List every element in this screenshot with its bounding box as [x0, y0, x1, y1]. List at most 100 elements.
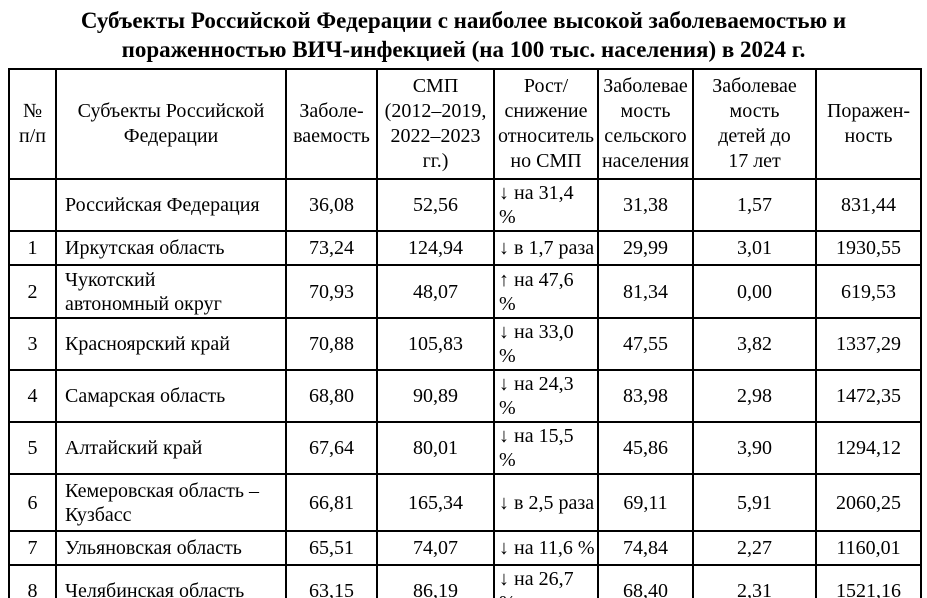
cell-rural: 45,86: [597, 421, 694, 475]
cell-value: 29,99: [623, 237, 668, 259]
table-row: 3 Красноярский край 70,88 105,83 ↓ на 33,0 %…: [8, 317, 922, 371]
cell-value: 68,40: [623, 580, 668, 598]
cell-smp: 86,19: [376, 564, 495, 598]
cell-value: 69,11: [623, 491, 668, 514]
cell-region: Ульяновская область: [55, 530, 287, 566]
table-row: 4 Самарская область 68,80 90,89 ↓ на 24,3 % 8…: [8, 369, 922, 423]
cell-value: 3: [27, 333, 38, 355]
cell-region: Красноярский край: [55, 317, 287, 371]
cell-num: 4: [8, 369, 57, 423]
hiv-statistics-table: № п/п Субъекты Российской Федерации Забо…: [8, 68, 922, 598]
cell-value: 1472,35: [836, 385, 901, 407]
cell-change: ↓ на 24,3 %: [493, 369, 599, 423]
cell-value: 68,80: [309, 385, 354, 407]
cell-value: 4: [27, 385, 38, 407]
cell-value: 70,93: [309, 280, 354, 303]
cell-value: 81,34: [623, 280, 668, 303]
cell-region: Челябинская область: [55, 564, 287, 598]
cell-change: ↓ в 1,7 раза: [493, 230, 599, 266]
cell-children: 0,00: [692, 264, 817, 319]
cell-smp: 52,56: [376, 178, 495, 232]
table-row: Российская Федерация 36,08 52,56 ↓ на 31,4 …: [8, 178, 922, 232]
cell-region: Иркутская область: [55, 230, 287, 266]
cell-rural: 83,98: [597, 369, 694, 423]
cell-prevalence: 1160,01: [815, 530, 922, 566]
cell-value: 3,82: [737, 333, 772, 355]
cell-value: 1337,29: [836, 333, 901, 355]
cell-value: ↓ на 15,5 %: [499, 425, 574, 471]
cell-value: 74,07: [413, 537, 458, 559]
document-title: Субъекты Российской Федерации с наиболее…: [80, 8, 847, 62]
table-row: 8 Челябинская область 63,15 86,19 ↓ на 26,7 …: [8, 564, 922, 598]
column-header-children: Заболевае мость детей до 17 лет: [692, 68, 817, 180]
header-row: № п/п Субъекты Российской Федерации Забо…: [8, 68, 922, 180]
cell-value: Красноярский край: [65, 333, 230, 355]
cell-value: 3,90: [737, 437, 772, 459]
cell-value: ↑ на 47,6 %: [499, 268, 574, 315]
cell-value: Чукотский автономный округ: [65, 268, 222, 315]
cell-value: 90,89: [413, 385, 458, 407]
cell-value: 1521,16: [836, 580, 901, 598]
table-row: 6 Кемеровская область – Кузбасс 66,81 165,3…: [8, 473, 922, 532]
cell-value: 105,83: [408, 333, 463, 355]
cell-smp: 90,89: [376, 369, 495, 423]
cell-children: 2,27: [692, 530, 817, 566]
cell-value: Кемеровская область – Кузбасс: [65, 479, 259, 526]
cell-value: 86,19: [413, 580, 458, 598]
cell-prevalence: 619,53: [815, 264, 922, 319]
cell-rural: 31,38: [597, 178, 694, 232]
cell-smp: 124,94: [376, 230, 495, 266]
cell-value: 2: [27, 280, 38, 303]
cell-value: 66,81: [309, 491, 354, 514]
cell-value: 124,94: [408, 237, 463, 259]
table-row: 1 Иркутская область 73,24 124,94 ↓ в 1,7 раз…: [8, 230, 922, 266]
cell-rural: 69,11: [597, 473, 694, 532]
cell-num: 7: [8, 530, 57, 566]
cell-prevalence: 1521,16: [815, 564, 922, 598]
cell-num: 1: [8, 230, 57, 266]
cell-region: Российская Федерация: [55, 178, 287, 232]
cell-rural: 47,55: [597, 317, 694, 371]
cell-value: 2,27: [737, 537, 772, 559]
cell-value: 47,55: [623, 333, 668, 355]
cell-children: 2,31: [692, 564, 817, 598]
column-header-rural: Заболевае мость сельского населения: [597, 68, 694, 180]
cell-prevalence: 831,44: [815, 178, 922, 232]
cell-value: ↓ на 24,3 %: [499, 373, 574, 419]
cell-value: 5: [27, 437, 38, 459]
cell-value: Алтайский край: [65, 437, 203, 459]
cell-children: 2,98: [692, 369, 817, 423]
cell-num: 2: [8, 264, 57, 319]
column-header-number: № п/п: [8, 68, 57, 180]
cell-prevalence: 1294,12: [815, 421, 922, 475]
cell-children: 3,90: [692, 421, 817, 475]
cell-value: 165,34: [408, 491, 463, 514]
table-row: 2 Чукотский автономный округ 70,93 48,07 ↑ н…: [8, 264, 922, 319]
cell-value: 31,38: [623, 194, 668, 216]
cell-value: 1294,12: [836, 437, 901, 459]
cell-value: 83,98: [623, 385, 668, 407]
cell-value: ↓ на 26,7 %: [499, 568, 574, 598]
cell-value: 63,15: [309, 580, 354, 598]
cell-value: Челябинская область: [65, 580, 245, 598]
cell-smp: 80,01: [376, 421, 495, 475]
cell-num: 5: [8, 421, 57, 475]
cell-region: Кемеровская область – Кузбасс: [55, 473, 287, 532]
cell-value: 2,31: [737, 580, 772, 598]
cell-value: 619,53: [841, 280, 896, 303]
cell-value: 3,01: [737, 237, 772, 259]
cell-children: 3,01: [692, 230, 817, 266]
cell-value: ↓ на 33,0 %: [499, 321, 574, 367]
cell-smp: 48,07: [376, 264, 495, 319]
cell-children: 5,91: [692, 473, 817, 532]
cell-value: Самарская область: [65, 385, 226, 407]
cell-region: Самарская область: [55, 369, 287, 423]
cell-prevalence: 2060,25: [815, 473, 922, 532]
cell-incidence: 36,08: [285, 178, 378, 232]
cell-value: Российская Федерация: [65, 194, 260, 216]
cell-region: Чукотский автономный округ: [55, 264, 287, 319]
cell-rural: 74,84: [597, 530, 694, 566]
cell-value: 65,51: [309, 537, 354, 559]
cell-incidence: 70,88: [285, 317, 378, 371]
column-header-change: Рост/ снижение относитель но СМП: [493, 68, 599, 180]
